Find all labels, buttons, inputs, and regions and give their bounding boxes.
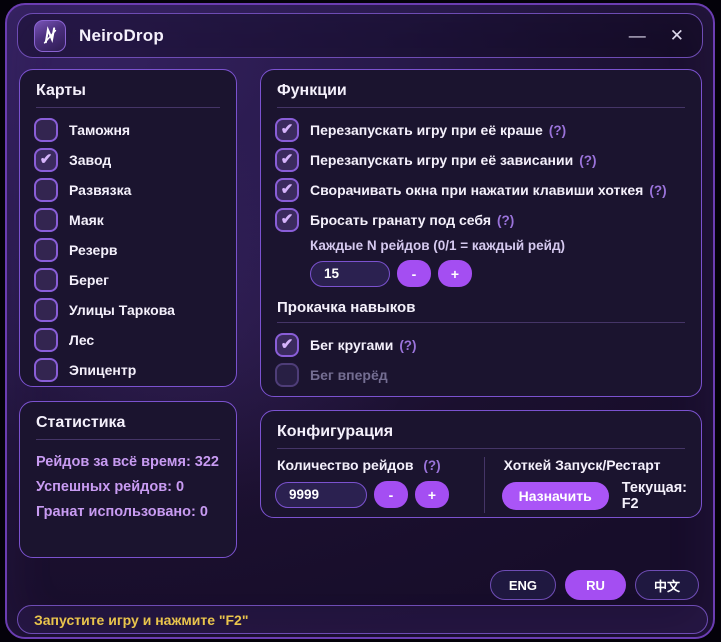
checkbox: ✔: [275, 363, 299, 387]
divider: [36, 439, 220, 440]
option-label: Перезапускать игру при её зависании: [310, 152, 574, 168]
raid-count-input[interactable]: [275, 481, 367, 508]
map-option-label: Развязка: [69, 182, 132, 198]
check-icon: ✔: [280, 335, 294, 353]
lang-eng-button[interactable]: ENG: [489, 570, 556, 600]
functions-panel-title: Функции: [277, 82, 347, 99]
lang-ru-button[interactable]: RU: [564, 570, 626, 600]
map-option-zavod[interactable]: ✔ Завод: [34, 145, 222, 175]
help-hint[interactable]: (?): [423, 458, 441, 473]
option-label: Перезапускать игру при её краше: [310, 122, 543, 138]
help-hint[interactable]: (?): [649, 182, 667, 198]
option-run-forward: ✔ Бег вперёд: [275, 360, 687, 390]
stat-total-raids: Рейдов за всё время: 322: [36, 453, 219, 470]
map-option-label: Маяк: [69, 212, 104, 228]
checkbox[interactable]: ✔: [34, 358, 58, 382]
assign-hotkey-button[interactable]: Назначить: [501, 482, 609, 510]
language-switcher: ENG RU 中文: [489, 570, 699, 600]
divider: [277, 448, 685, 449]
checkbox[interactable]: ✔: [34, 328, 58, 352]
option-label: Бег кругами: [310, 337, 394, 353]
option-restart-on-crash[interactable]: ✔ Перезапускать игру при её краше (?): [275, 115, 687, 145]
vertical-divider: [483, 457, 485, 513]
checkbox[interactable]: ✔: [34, 208, 58, 232]
divider: [277, 322, 685, 323]
map-option-rezerv[interactable]: ✔ Резерв: [34, 235, 222, 265]
checkbox[interactable]: ✔: [275, 148, 299, 172]
map-option-mayak[interactable]: ✔ Маяк: [34, 205, 222, 235]
checkbox[interactable]: ✔: [275, 178, 299, 202]
check-icon: ✔: [280, 180, 294, 198]
raid-count-label-text: Количество рейдов: [277, 457, 414, 473]
raid-count-plus-button[interactable]: +: [415, 481, 449, 508]
current-hotkey-text: Текущая: F2: [621, 480, 687, 512]
skills-section-title: Прокачка навыков: [277, 299, 416, 316]
map-option-label: Завод: [69, 152, 112, 168]
divider: [36, 107, 220, 108]
map-option-bereg[interactable]: ✔ Берег: [34, 265, 222, 295]
option-throw-grenade[interactable]: ✔ Бросать гранату под себя (?): [275, 205, 687, 235]
map-option-label: Лес: [69, 332, 95, 348]
stat-successful-raids: Успешных рейдов: 0: [36, 478, 185, 495]
map-option-label: Таможня: [69, 122, 131, 138]
checkbox[interactable]: ✔: [34, 118, 58, 142]
map-option-ulitsy-tarkova[interactable]: ✔ Улицы Таркова: [34, 295, 222, 325]
config-panel: Конфигурация Количество рейдов (?) - + Х…: [260, 410, 702, 518]
checkbox[interactable]: ✔: [34, 178, 58, 202]
check-icon: ✔: [280, 210, 294, 228]
raid-interval-plus-button[interactable]: +: [438, 260, 472, 287]
raid-count-label: Количество рейдов (?): [275, 455, 484, 473]
check-icon: ✔: [280, 120, 294, 138]
map-option-label: Резерв: [69, 242, 118, 258]
hotkey-label: Хоткей Запуск/Рестарт: [503, 457, 661, 473]
checkbox[interactable]: ✔: [34, 268, 58, 292]
divider: [277, 107, 685, 108]
checkbox[interactable]: ✔: [275, 208, 299, 232]
help-hint[interactable]: (?): [579, 152, 597, 168]
map-option-razvyazka[interactable]: ✔ Развязка: [34, 175, 222, 205]
app-logo-icon: [34, 19, 66, 52]
app-title: NeiroDrop: [79, 25, 164, 45]
status-bar: Запустите игру и нажмите "F2": [17, 605, 708, 634]
lang-zh-button[interactable]: 中文: [634, 570, 699, 600]
stats-panel-title: Статистика: [36, 414, 126, 431]
help-hint[interactable]: (?): [497, 212, 515, 228]
map-option-label: Эпицентр: [69, 362, 137, 378]
maps-panel: Карты ✔ Таможня ✔ Завод ✔ Развязка ✔ Мая…: [19, 69, 237, 387]
map-option-les[interactable]: ✔ Лес: [34, 325, 222, 355]
raid-interval-input[interactable]: [310, 260, 390, 287]
option-run-in-circles[interactable]: ✔ Бег кругами (?): [275, 330, 687, 360]
check-icon: ✔: [280, 150, 294, 168]
check-icon: ✔: [39, 150, 53, 168]
checkbox[interactable]: ✔: [34, 238, 58, 262]
raid-interval-minus-button[interactable]: -: [397, 260, 431, 287]
config-panel-title: Конфигурация: [277, 423, 394, 440]
map-option-label: Улицы Таркова: [69, 302, 175, 318]
checkbox[interactable]: ✔: [275, 118, 299, 142]
option-label: Сворачивать окна при нажатии клавиши хот…: [310, 182, 644, 198]
checkbox[interactable]: ✔: [275, 333, 299, 357]
checkbox[interactable]: ✔: [34, 148, 58, 172]
option-restart-on-freeze[interactable]: ✔ Перезапускать игру при её зависании (?…: [275, 145, 687, 175]
minimize-icon[interactable]: —: [628, 26, 646, 45]
status-text: Запустите игру и нажмите "F2": [34, 611, 249, 628]
app-window: NeiroDrop — ✕ Карты ✔ Таможня ✔ Завод ✔ …: [5, 3, 715, 639]
stat-grenades-used: Гранат использовано: 0: [36, 503, 208, 520]
close-icon[interactable]: ✕: [669, 26, 684, 45]
help-hint[interactable]: (?): [399, 337, 417, 353]
option-minimize-windows[interactable]: ✔ Сворачивать окна при нажатии клавиши х…: [275, 175, 687, 205]
maps-panel-title: Карты: [36, 82, 86, 99]
raid-interval-label: Каждые N рейдов (0/1 = каждый рейд): [310, 238, 566, 253]
checkbox[interactable]: ✔: [34, 298, 58, 322]
stats-panel: Статистика Рейдов за всё время: 322 Успе…: [19, 401, 237, 558]
functions-panel: Функции ✔ Перезапускать игру при её краш…: [260, 69, 702, 397]
option-label: Бросать гранату под себя: [310, 212, 491, 228]
title-bar: NeiroDrop — ✕: [17, 13, 703, 58]
map-option-label: Берег: [69, 272, 110, 288]
option-label: Бег вперёд: [310, 367, 388, 383]
raid-count-minus-button[interactable]: -: [374, 481, 408, 508]
map-option-tamozhnya[interactable]: ✔ Таможня: [34, 115, 222, 145]
help-hint[interactable]: (?): [548, 122, 567, 138]
map-option-epitsentr[interactable]: ✔ Эпицентр: [34, 355, 222, 385]
